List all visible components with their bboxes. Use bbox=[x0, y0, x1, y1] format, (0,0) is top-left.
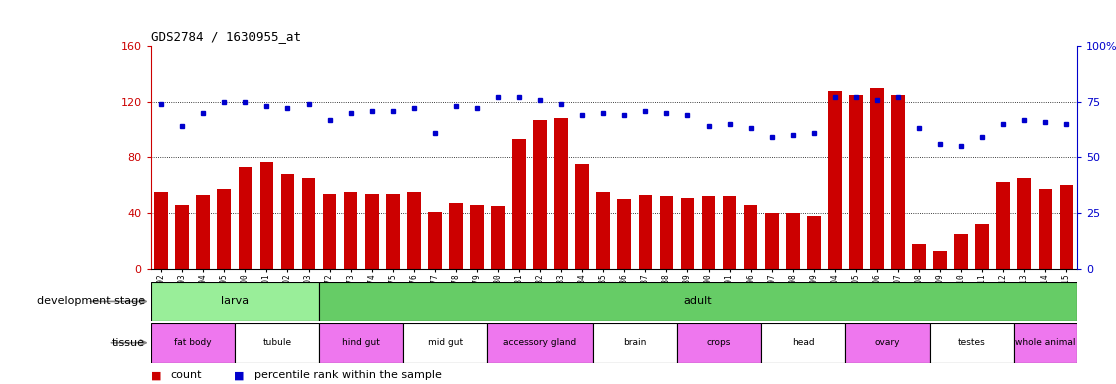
Bar bbox=[828, 91, 841, 269]
Bar bbox=[512, 139, 526, 269]
Bar bbox=[196, 195, 210, 269]
Bar bbox=[154, 192, 169, 269]
Bar bbox=[280, 174, 295, 269]
Bar bbox=[449, 204, 463, 269]
Text: testes: testes bbox=[958, 338, 985, 347]
Text: GDS2784 / 1630955_at: GDS2784 / 1630955_at bbox=[151, 30, 300, 43]
Bar bbox=[954, 234, 968, 269]
Bar bbox=[319, 323, 403, 363]
Bar bbox=[764, 213, 779, 269]
Bar bbox=[638, 195, 652, 269]
Bar bbox=[319, 282, 1077, 321]
Bar bbox=[593, 323, 677, 363]
Bar bbox=[677, 323, 761, 363]
Text: fat body: fat body bbox=[174, 338, 212, 347]
Text: adult: adult bbox=[684, 296, 712, 306]
Bar bbox=[1059, 185, 1074, 269]
Bar bbox=[1013, 323, 1077, 363]
Text: tissue: tissue bbox=[112, 338, 145, 348]
Bar bbox=[429, 212, 442, 269]
Bar bbox=[365, 194, 378, 269]
Bar bbox=[260, 162, 273, 269]
Bar bbox=[660, 197, 673, 269]
Bar bbox=[702, 197, 715, 269]
Bar bbox=[470, 205, 484, 269]
Text: ■: ■ bbox=[151, 370, 161, 380]
Bar bbox=[743, 205, 758, 269]
Text: percentile rank within the sample: percentile rank within the sample bbox=[254, 370, 442, 380]
Bar bbox=[234, 323, 319, 363]
Bar bbox=[403, 323, 488, 363]
Bar bbox=[533, 120, 547, 269]
Bar bbox=[807, 216, 820, 269]
Bar bbox=[239, 167, 252, 269]
Bar bbox=[555, 118, 568, 269]
Bar bbox=[870, 88, 884, 269]
Bar bbox=[930, 323, 1013, 363]
Bar bbox=[151, 323, 234, 363]
Bar bbox=[596, 192, 610, 269]
Bar bbox=[975, 224, 989, 269]
Text: crops: crops bbox=[706, 338, 731, 347]
Bar bbox=[386, 194, 400, 269]
Text: larva: larva bbox=[221, 296, 249, 306]
Bar bbox=[723, 197, 737, 269]
Text: mid gut: mid gut bbox=[427, 338, 463, 347]
Text: brain: brain bbox=[623, 338, 646, 347]
Bar bbox=[576, 164, 589, 269]
Bar bbox=[761, 323, 846, 363]
Text: ovary: ovary bbox=[875, 338, 901, 347]
Bar bbox=[218, 189, 231, 269]
Bar bbox=[681, 198, 694, 269]
Bar bbox=[407, 192, 421, 269]
Bar bbox=[912, 244, 926, 269]
Bar bbox=[846, 323, 930, 363]
Text: count: count bbox=[171, 370, 202, 380]
Text: whole animal: whole animal bbox=[1016, 338, 1076, 347]
Bar bbox=[786, 213, 799, 269]
Text: accessory gland: accessory gland bbox=[503, 338, 577, 347]
Bar bbox=[344, 192, 357, 269]
Bar bbox=[175, 205, 189, 269]
Bar bbox=[617, 199, 632, 269]
Bar bbox=[933, 251, 947, 269]
Bar bbox=[892, 95, 905, 269]
Text: development stage: development stage bbox=[37, 296, 145, 306]
Bar bbox=[997, 182, 1010, 269]
Bar bbox=[151, 282, 319, 321]
Text: head: head bbox=[792, 338, 815, 347]
Bar bbox=[849, 95, 863, 269]
Text: hind gut: hind gut bbox=[343, 338, 381, 347]
Bar bbox=[488, 323, 593, 363]
Text: ■: ■ bbox=[234, 370, 244, 380]
Bar bbox=[301, 178, 316, 269]
Text: tubule: tubule bbox=[262, 338, 291, 347]
Bar bbox=[1039, 189, 1052, 269]
Bar bbox=[323, 194, 336, 269]
Bar bbox=[1018, 178, 1031, 269]
Bar bbox=[491, 206, 504, 269]
